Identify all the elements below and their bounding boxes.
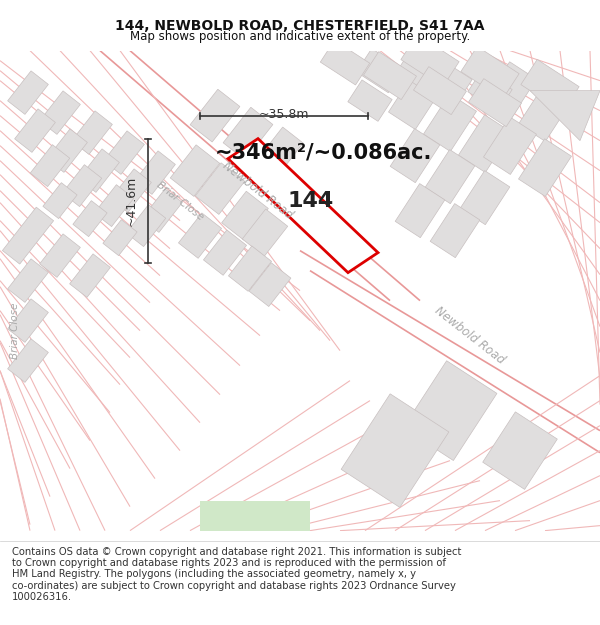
Polygon shape — [195, 163, 245, 214]
Polygon shape — [424, 94, 476, 151]
Polygon shape — [110, 169, 151, 212]
Polygon shape — [30, 144, 70, 187]
Text: ~346m²/~0.086ac.: ~346m²/~0.086ac. — [215, 142, 433, 162]
Polygon shape — [70, 254, 110, 298]
Polygon shape — [348, 80, 392, 121]
Polygon shape — [103, 219, 137, 256]
Polygon shape — [518, 84, 571, 141]
Polygon shape — [468, 70, 512, 111]
Polygon shape — [178, 213, 221, 258]
Polygon shape — [484, 62, 536, 119]
Polygon shape — [71, 111, 112, 154]
Polygon shape — [461, 46, 519, 99]
Polygon shape — [203, 230, 247, 275]
Polygon shape — [320, 40, 370, 85]
Polygon shape — [242, 209, 288, 256]
Polygon shape — [62, 164, 102, 207]
Polygon shape — [142, 189, 182, 232]
Polygon shape — [257, 127, 303, 176]
Polygon shape — [126, 204, 166, 247]
Text: co-ordinates) are subject to Crown copyright and database rights 2023 Ordnance S: co-ordinates) are subject to Crown copyr… — [12, 581, 456, 591]
Polygon shape — [397, 49, 443, 92]
Polygon shape — [229, 246, 272, 291]
Polygon shape — [401, 34, 459, 87]
Text: Briar Close: Briar Close — [10, 302, 20, 359]
Polygon shape — [40, 234, 80, 278]
Text: to Crown copyright and database rights 2023 and is reproduced with the permissio: to Crown copyright and database rights 2… — [12, 558, 446, 568]
Polygon shape — [482, 412, 557, 489]
Text: ~35.8m: ~35.8m — [259, 107, 309, 121]
Text: ~41.6m: ~41.6m — [125, 176, 138, 226]
Polygon shape — [8, 299, 49, 343]
Text: Briar Close: Briar Close — [155, 179, 205, 222]
Text: Newbold Road: Newbold Road — [221, 159, 295, 222]
Text: 100026316.: 100026316. — [12, 592, 72, 602]
Polygon shape — [484, 117, 536, 174]
Polygon shape — [413, 67, 466, 114]
Polygon shape — [8, 71, 49, 114]
Text: 144, NEWBOLD ROAD, CHESTERFIELD, S41 7AA: 144, NEWBOLD ROAD, CHESTERFIELD, S41 7AA — [115, 19, 485, 32]
Polygon shape — [170, 145, 220, 196]
Text: 144: 144 — [288, 191, 334, 211]
Polygon shape — [79, 149, 119, 192]
Polygon shape — [469, 79, 521, 127]
Polygon shape — [430, 204, 480, 258]
Polygon shape — [228, 139, 378, 272]
Polygon shape — [249, 262, 291, 306]
Text: Contains OS data © Crown copyright and database right 2021. This information is : Contains OS data © Crown copyright and d… — [12, 547, 461, 557]
Polygon shape — [518, 139, 571, 196]
Polygon shape — [104, 131, 145, 174]
Polygon shape — [530, 91, 600, 141]
Polygon shape — [356, 49, 404, 92]
Polygon shape — [221, 191, 268, 240]
Polygon shape — [0, 51, 600, 531]
Polygon shape — [389, 72, 442, 129]
Polygon shape — [43, 182, 77, 219]
Polygon shape — [223, 107, 273, 160]
Polygon shape — [8, 259, 49, 302]
Polygon shape — [460, 171, 510, 224]
Polygon shape — [190, 89, 240, 142]
Polygon shape — [458, 115, 511, 172]
Polygon shape — [390, 129, 440, 182]
Polygon shape — [521, 59, 579, 112]
Text: Newbold Road: Newbold Road — [433, 304, 508, 367]
Polygon shape — [94, 184, 134, 227]
Polygon shape — [395, 184, 445, 238]
Text: HM Land Registry. The polygons (including the associated geometry, namely x, y: HM Land Registry. The polygons (includin… — [12, 569, 416, 579]
Polygon shape — [40, 91, 80, 134]
Polygon shape — [14, 109, 55, 152]
Polygon shape — [47, 129, 88, 173]
Polygon shape — [2, 207, 53, 264]
Polygon shape — [403, 361, 497, 461]
Polygon shape — [425, 149, 475, 204]
Polygon shape — [73, 201, 107, 237]
Polygon shape — [341, 394, 449, 508]
Polygon shape — [134, 151, 175, 194]
Polygon shape — [428, 60, 472, 101]
Polygon shape — [8, 339, 49, 382]
Polygon shape — [364, 52, 416, 99]
Polygon shape — [200, 501, 310, 531]
Text: Map shows position and indicative extent of the property.: Map shows position and indicative extent… — [130, 30, 470, 43]
